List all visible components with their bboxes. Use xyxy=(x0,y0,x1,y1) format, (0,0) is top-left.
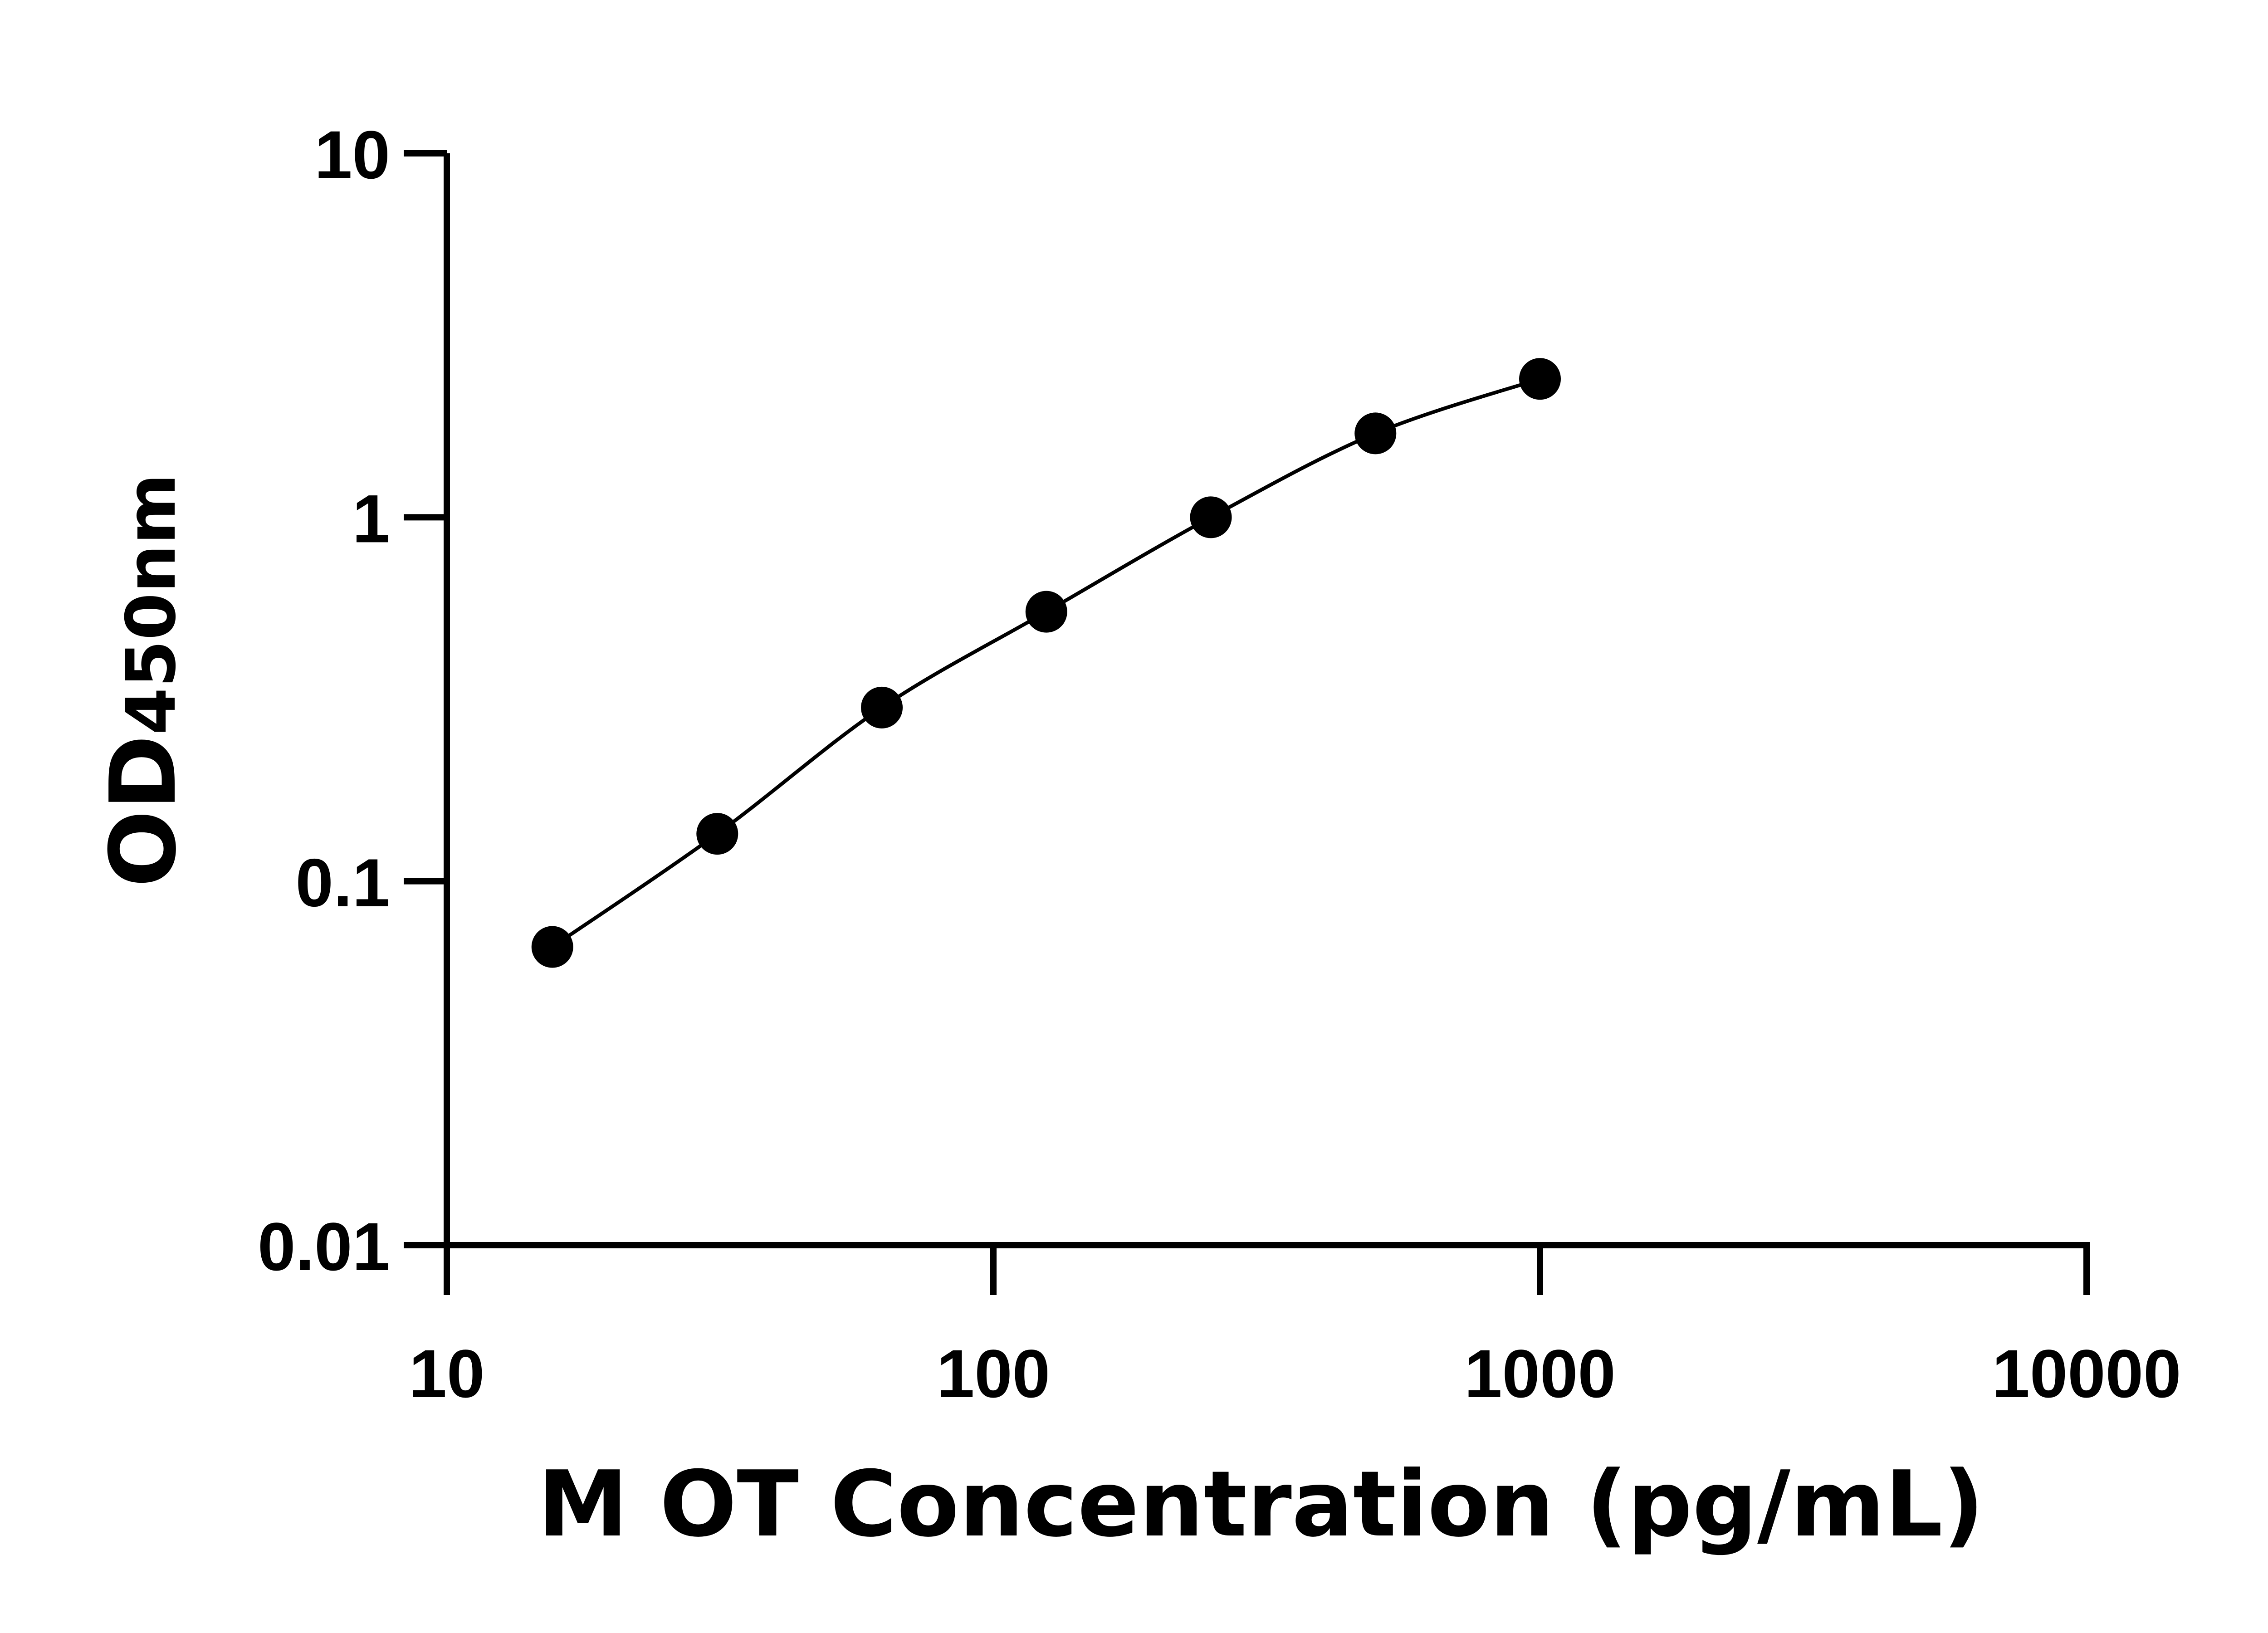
data-point-1 xyxy=(696,813,738,855)
y-tick-label-1: 0.1 xyxy=(295,845,390,921)
fit-curve-layer xyxy=(551,377,1541,949)
y-axis-title-main: OD xyxy=(91,735,196,887)
data-point-0 xyxy=(531,926,573,968)
x-tick-label-2: 1000 xyxy=(1464,1335,1616,1412)
y-axis-title: OD450nm xyxy=(91,474,196,887)
data-point-6 xyxy=(1519,358,1561,400)
y-axis-title-subscript: 450nm xyxy=(112,474,191,735)
x-tick-labels: 10 100 1000 10000 xyxy=(409,1335,2181,1412)
x-tick-label-0: 10 xyxy=(409,1335,485,1412)
y-tick-label-3: 10 xyxy=(314,117,390,193)
y-tick-label-2: 1 xyxy=(352,480,390,557)
x-tick-label-3: 10000 xyxy=(1992,1335,2181,1412)
data-point-2 xyxy=(861,686,903,728)
x-tick-label-1: 100 xyxy=(937,1335,1050,1412)
fit-curve xyxy=(551,377,1541,949)
data-point-5 xyxy=(1354,412,1397,455)
data-points-layer xyxy=(531,358,1561,968)
y-tick-labels: 0.01 0.1 1 10 xyxy=(258,117,390,1285)
data-point-4 xyxy=(1190,496,1232,538)
axes xyxy=(404,150,2090,1295)
x-axis-title: M OT Concentration (pg/mL) xyxy=(538,1452,1984,1557)
data-point-3 xyxy=(1025,591,1067,633)
y-tick-label-0: 0.01 xyxy=(258,1208,390,1285)
